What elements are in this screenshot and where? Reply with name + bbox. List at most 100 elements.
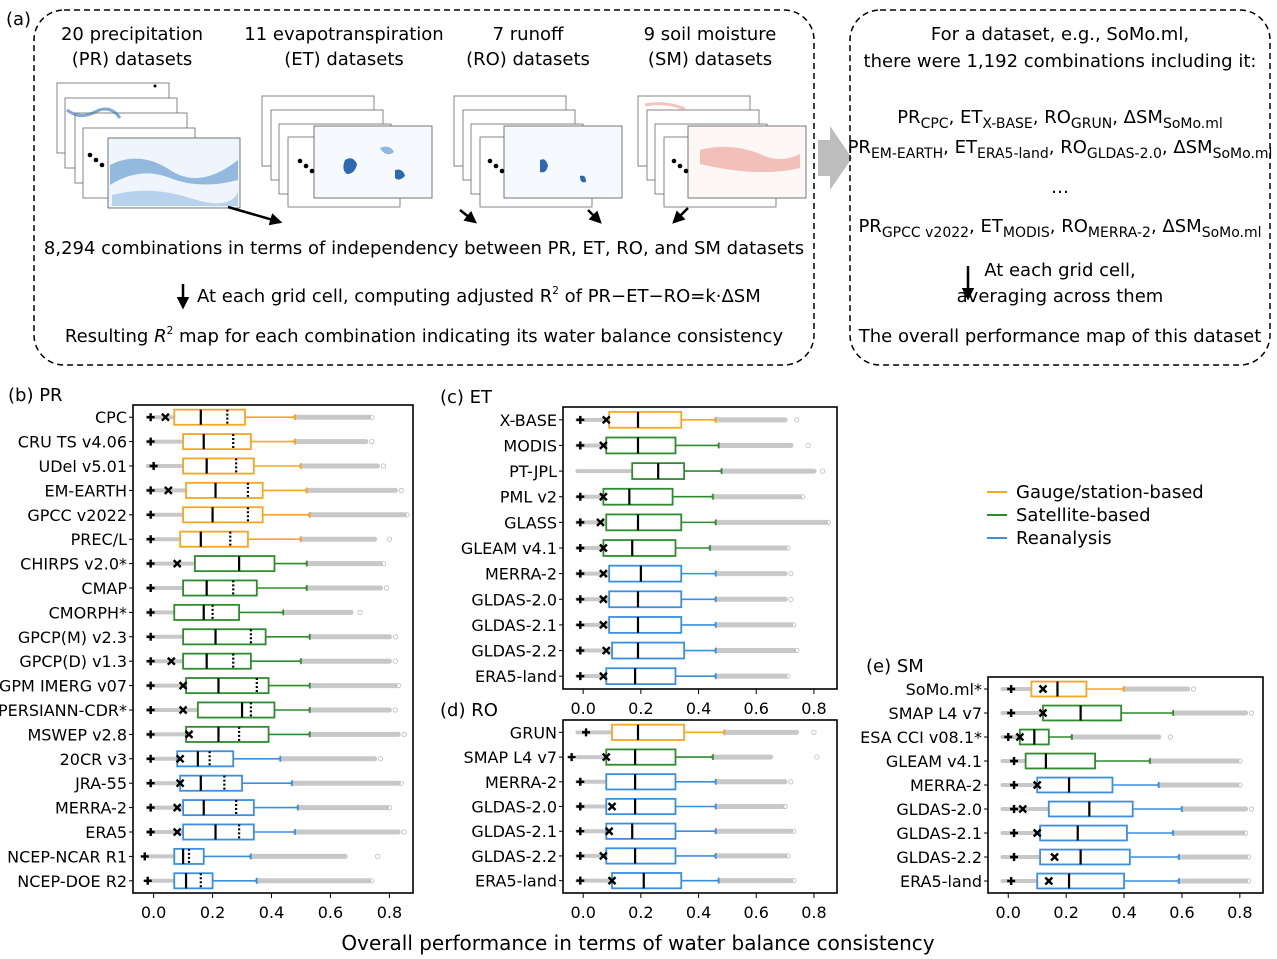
plot-frame [562, 406, 838, 690]
box-row: ERA5-land [475, 872, 797, 891]
plus-marker [1004, 733, 1013, 741]
box [605, 436, 677, 455]
plus-marker [576, 518, 585, 527]
box [182, 628, 267, 646]
category-label: GPCP(D) v1.3 [19, 652, 127, 671]
plus-marker [149, 462, 158, 470]
category-label: MODIS [503, 436, 557, 455]
cross-marker [601, 415, 611, 425]
outlier-point [398, 780, 404, 786]
outlier-point [369, 414, 375, 420]
box [1036, 776, 1114, 794]
box [173, 408, 246, 426]
plus-marker [146, 657, 155, 666]
outlier-point [1237, 758, 1243, 764]
x-tick-label: 0.6 [1169, 903, 1194, 922]
box-row: CMORPH* [49, 603, 363, 622]
x-tick-label: 0.4 [686, 903, 711, 922]
x-tick-label: 0.4 [259, 903, 284, 922]
formula-subscript: MODIS [1003, 225, 1050, 241]
formula-var: PR [897, 107, 920, 128]
formula-var: RO [1061, 216, 1088, 237]
category-label: JRA-55 [74, 774, 127, 793]
cross-marker [1044, 876, 1054, 886]
x-tick-label: 0.8 [377, 903, 402, 922]
formula-var: PR [858, 216, 881, 237]
box [611, 723, 686, 741]
panel-title: (b) PR [8, 385, 63, 406]
box-row: PT-JPL [509, 462, 826, 481]
box-row: GPM IMERG v07 [0, 677, 401, 696]
box [173, 603, 241, 621]
formula-separator: , [1050, 216, 1061, 237]
formula-separator: , [1151, 216, 1162, 237]
outlier-point [791, 878, 797, 884]
plus-marker [576, 802, 585, 811]
boxplot-panels: (b) PR CPC CRU TS v4.06 UDel v5.01 EM-EARTH G… [0, 385, 1264, 922]
box [179, 774, 243, 792]
outlier-point [819, 468, 826, 474]
outlier-point [791, 828, 797, 834]
formula-var: RO [1060, 137, 1087, 158]
formula-subscript: GLDAS-2.0 [1087, 146, 1162, 162]
box [602, 487, 674, 506]
formula-subscript: SoMo.ml [1163, 116, 1223, 132]
outlier-point [1243, 830, 1249, 836]
box-row: ERA5-land [900, 872, 1252, 891]
category-label: PERSIANN-CDR* [0, 701, 127, 720]
formula-separator: , [969, 216, 980, 237]
plus-marker [146, 632, 155, 641]
plot-frame [132, 404, 414, 894]
box-row: GLDAS-2.0 [471, 590, 794, 609]
et-arrow [459, 209, 477, 224]
box-row: CPC [95, 408, 375, 427]
outlier-point [380, 463, 387, 469]
formula-subscript: GRUN [1071, 116, 1112, 132]
box [611, 872, 683, 890]
cross-marker [175, 754, 185, 764]
panel-a-label: (a) [6, 9, 31, 30]
panel-a-left-box [33, 9, 815, 366]
category-label: NCEP-DOE R2 [17, 872, 127, 891]
box-row: PML v2 [500, 488, 805, 507]
category-label: ESA CCI v08.1* [860, 728, 982, 747]
box-row: MERRA-2 [55, 799, 393, 818]
outlier-point [785, 673, 791, 679]
category-label: GRUN [510, 723, 557, 742]
plus-marker [146, 803, 155, 812]
cross-marker [599, 851, 608, 861]
x-tick-label: 0.4 [686, 699, 711, 718]
box [1042, 704, 1123, 722]
cross-marker [1050, 852, 1059, 862]
panel-1: (c) ET X-BASE MODIS PT-JPL PML v2 GLASS GLEAM … [440, 387, 838, 718]
box [196, 701, 276, 719]
box-row: ERA5 [85, 823, 407, 842]
cross-marker [184, 730, 194, 739]
formula-var: ΔSM [1124, 107, 1163, 128]
cross-marker [1015, 732, 1025, 742]
box-row: GLDAS-2.1 [471, 822, 797, 841]
plus-marker [576, 415, 585, 424]
outlier-point [794, 417, 800, 423]
category-label: PREC/L [71, 530, 127, 549]
plus-marker [576, 620, 585, 629]
category-label: GLDAS-2.0 [471, 798, 557, 817]
category-label: GLEAM v4.1 [461, 539, 557, 558]
outlier-point [386, 536, 393, 542]
formula-subscript: ERA5-land [977, 146, 1049, 162]
cross-marker [1038, 708, 1048, 718]
box-row: GLDAS-2.2 [471, 642, 800, 661]
category-label: SMAP L4 v7 [464, 748, 557, 767]
sm-arrow [672, 207, 689, 224]
box [605, 822, 677, 840]
box-row: JRA-55 [74, 774, 404, 793]
box-row: ERA5-land [475, 667, 791, 686]
outlier-point [398, 487, 404, 493]
box-row: GPCP(M) v2.3 [18, 628, 398, 647]
panel-a: (a) 20 precipitation (PR) datasets 11 ev… [6, 9, 1272, 366]
et-datasets-label: (ET) datasets [284, 49, 404, 70]
cross-marker [178, 681, 188, 690]
box-row: SMAP L4 v7 [464, 748, 820, 767]
category-label: GPCP(M) v2.3 [18, 628, 127, 647]
ro-datasets-label: (RO) datasets [466, 49, 590, 70]
